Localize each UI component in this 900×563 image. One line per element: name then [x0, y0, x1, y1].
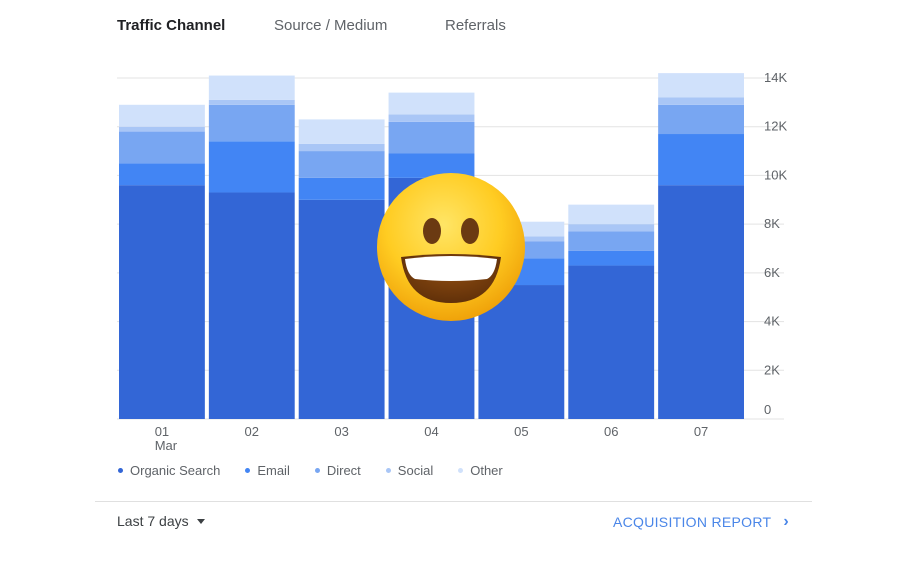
legend-item[interactable]: Other: [458, 463, 503, 478]
bar-segment[interactable]: [208, 192, 295, 419]
y-tick-label: 0: [764, 402, 771, 417]
y-tick-label: 2K: [764, 362, 780, 377]
bar-segment[interactable]: [119, 126, 205, 132]
bar-segment[interactable]: [298, 143, 385, 152]
chart-legend: Organic Search Email Direct Social Other: [118, 461, 528, 479]
y-tick-label: 10K: [764, 167, 787, 182]
x-tick-label: 02: [245, 424, 259, 439]
legend-item[interactable]: Organic Search: [118, 463, 220, 478]
legend-item[interactable]: Direct: [314, 462, 361, 478]
bar-segment[interactable]: [568, 265, 655, 419]
tab-referrals[interactable]: Referrals: [445, 17, 506, 34]
x-tick-label: 01: [155, 424, 169, 439]
caret-down-icon: [196, 518, 205, 524]
bar-segment[interactable]: [119, 104, 205, 127]
bar-segment[interactable]: [298, 119, 385, 144]
legend-dot-icon: [118, 467, 123, 473]
y-tick-label: 6K: [764, 265, 780, 280]
acquisition-report-link[interactable]: ACQUISITION REPORT ›: [613, 513, 789, 531]
x-tick-label: 04: [424, 424, 438, 439]
bar-segment[interactable]: [208, 104, 295, 142]
x-tick-label: 06: [604, 424, 618, 439]
bar-segment[interactable]: [658, 73, 744, 98]
legend-item[interactable]: Social: [385, 462, 434, 478]
legend-item[interactable]: Email: [245, 463, 290, 478]
bar-segment[interactable]: [208, 99, 295, 105]
y-tick-label: 14K: [764, 70, 787, 85]
y-tick-label: 8K: [764, 216, 780, 231]
bar-segment[interactable]: [568, 204, 655, 225]
date-range-dropdown[interactable]: Last 7 days: [117, 513, 205, 529]
bar-segment[interactable]: [388, 114, 475, 122]
bar-segment[interactable]: [658, 97, 744, 105]
bar-segment[interactable]: [208, 141, 295, 193]
bar-segment[interactable]: [388, 92, 475, 115]
chevron-right-icon: ›: [783, 513, 789, 530]
bar-segment[interactable]: [658, 185, 744, 419]
bar-segment[interactable]: [208, 75, 295, 100]
x-tick-sublabel: Mar: [155, 438, 178, 453]
acquisition-report-label: ACQUISITION REPORT: [612, 514, 772, 530]
x-tick-label: 03: [334, 424, 348, 439]
bar-segment[interactable]: [119, 185, 205, 419]
legend-dot-icon: [314, 467, 320, 473]
y-tick-label: 12K: [764, 119, 787, 134]
bar-segment[interactable]: [119, 131, 205, 164]
bar-segment[interactable]: [298, 199, 385, 419]
x-tick-label: 05: [514, 424, 528, 439]
legend-label: Direct: [326, 462, 361, 478]
legend-dot-icon: [458, 467, 464, 473]
x-tick-label: 07: [694, 424, 708, 439]
grinning-face-emoji-icon: [377, 173, 525, 321]
legend-label: Email: [257, 462, 290, 478]
legend-label: Organic Search: [130, 462, 221, 478]
legend-label: Social: [397, 462, 434, 478]
tab-source-medium[interactable]: Source / Medium: [274, 17, 388, 34]
bar-segment[interactable]: [658, 134, 744, 186]
bar-segment[interactable]: [568, 250, 655, 266]
footer-divider: [95, 501, 812, 502]
y-tick-label: 4K: [764, 314, 780, 329]
bar-segment[interactable]: [119, 163, 205, 186]
bar-segment[interactable]: [568, 224, 655, 232]
bar-segment[interactable]: [298, 151, 385, 178]
bar-segment[interactable]: [388, 121, 475, 154]
legend-dot-icon: [245, 467, 251, 473]
bar-segment[interactable]: [568, 231, 655, 251]
bar-segment[interactable]: [658, 104, 744, 135]
legend-dot-icon: [385, 467, 391, 473]
tab-traffic-channel[interactable]: Traffic Channel: [117, 17, 226, 34]
bar-segment[interactable]: [298, 177, 385, 200]
legend-label: Other: [470, 462, 503, 478]
date-range-label: Last 7 days: [117, 513, 189, 529]
